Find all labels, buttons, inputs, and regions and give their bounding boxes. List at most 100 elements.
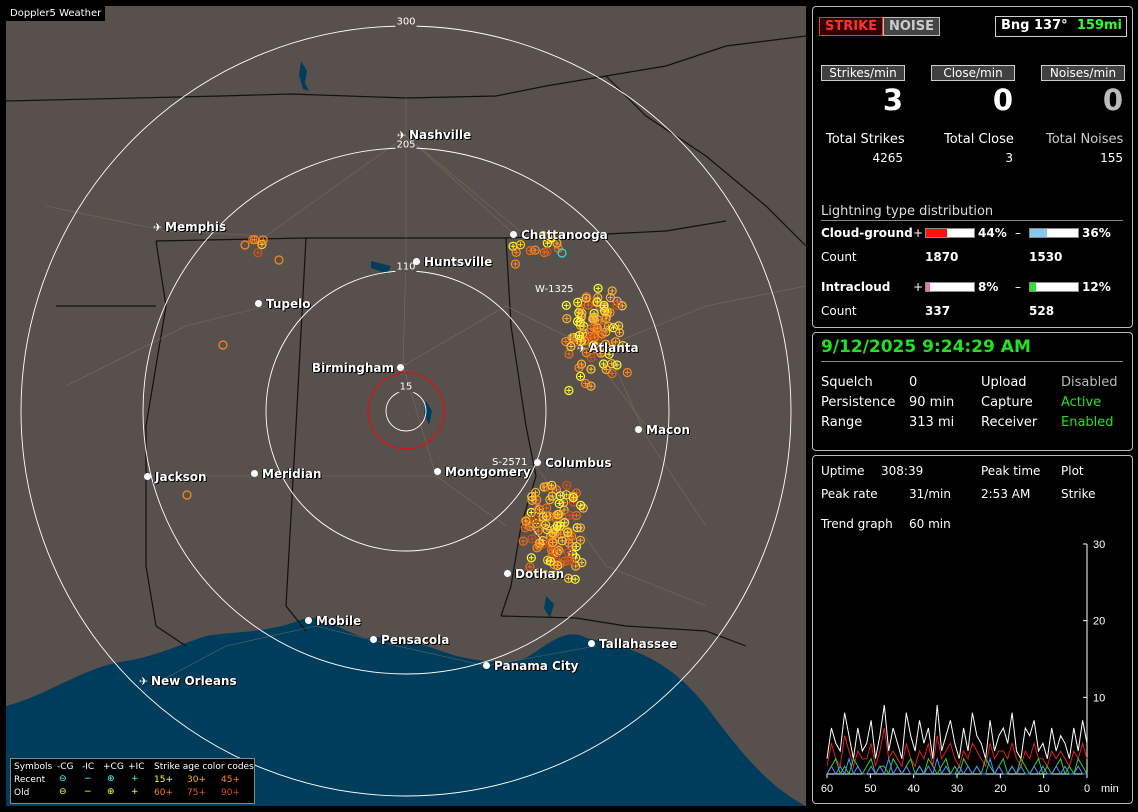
plot-value[interactable]: Strike [1061, 487, 1096, 501]
x-tick-label: 30 [951, 783, 963, 795]
age-code: 75+ [187, 788, 206, 798]
cg-positive-bar [925, 228, 975, 238]
strike-marker [575, 523, 586, 533]
strike-marker [578, 503, 588, 513]
strike-marker-cross [599, 331, 605, 337]
city-label: Nashville [409, 128, 472, 142]
strike-marker-cross [563, 339, 569, 345]
strike-marker-cross [561, 507, 567, 513]
strike-marker-cross [579, 560, 585, 566]
strike-marker-cross [527, 523, 533, 529]
status-value[interactable]: Disabled [1061, 375, 1118, 390]
strike-marker-cross [252, 237, 258, 243]
strike-marker-cross [527, 564, 533, 570]
airport-icon: ✈ [153, 221, 163, 234]
strike-marker-cross [624, 369, 630, 375]
old-pos-cg-icon: ⊕ [107, 787, 115, 797]
strike-marker [576, 500, 586, 510]
airport-icon: ✈ [577, 342, 587, 355]
strike-marker [586, 381, 596, 391]
noises-per-min-value: 0 [1102, 83, 1123, 117]
strike-marker [601, 313, 611, 323]
ic-positive-pct: 8% [978, 280, 999, 294]
strike-marker [274, 255, 284, 265]
close-per-min-value: 0 [992, 83, 1013, 117]
strike-button[interactable]: STRIKE [819, 17, 884, 36]
strike-marker-cross [598, 350, 604, 356]
close-per-min-header[interactable]: Close/min [931, 65, 1015, 81]
strike-marker-cross [607, 295, 613, 301]
strike-marker-cross [565, 557, 571, 563]
strike-marker [568, 493, 578, 503]
strike-marker-cross [559, 538, 565, 544]
strike-marker [563, 555, 574, 566]
strike-marker-cross [529, 536, 535, 542]
strike-marker [541, 481, 552, 492]
x-tick-label: 0 [1084, 783, 1090, 795]
strike-marker [562, 480, 572, 490]
strike-marker-cross [606, 351, 612, 357]
strike-marker-cross [572, 576, 578, 582]
strikes-per-min-value: 3 [882, 83, 903, 117]
strike-marker-cross [563, 302, 569, 308]
strike-marker [568, 549, 578, 560]
strike-marker [253, 248, 263, 258]
status-value[interactable]: Active [1061, 395, 1102, 410]
cg-plus-sign: + [913, 226, 924, 240]
strike-marker [557, 536, 567, 546]
city-label: Chattanooga [521, 228, 608, 242]
plot-label: Plot [1061, 464, 1084, 478]
strike-marker [600, 339, 611, 349]
city-dot-icon [397, 364, 404, 371]
strike-marker [563, 573, 574, 584]
strike-marker-cross [570, 495, 576, 501]
city-label: Tupelo [266, 297, 311, 311]
strike-marker [589, 314, 599, 324]
old-pos-ic-icon: + [131, 787, 139, 797]
city-label: Memphis [165, 220, 226, 234]
status-value[interactable]: Enabled [1061, 415, 1114, 430]
city-dot-icon [483, 662, 490, 669]
lightning-map[interactable]: Doppler5 Weather 300 205 110 15 W-1325 S… [6, 6, 806, 806]
map-legend: Symbols -CG -IC +CG +IC Strike age color… [10, 758, 255, 804]
ic-plus-sign: + [913, 280, 924, 294]
legend-col-ncg: -CG [57, 762, 74, 772]
bearing-box: Bng 137° 159mi [995, 16, 1127, 37]
strike-marker [580, 378, 591, 389]
trend-graph-value: 60 min [909, 517, 951, 531]
strike-marker [521, 516, 531, 526]
strike-marker [532, 543, 542, 553]
strike-marker [611, 337, 621, 347]
strike-marker-cross [588, 354, 594, 360]
strike-marker-cross [522, 525, 528, 531]
strike-marker-cross [595, 285, 601, 291]
y-tick-label: 10 [1093, 692, 1105, 704]
strike-marker-cross [549, 539, 555, 545]
strike-marker-cross [532, 516, 538, 522]
strikes-per-min-header[interactable]: Strikes/min [821, 65, 905, 81]
strike-marker [182, 490, 192, 500]
strike-marker-cross [609, 288, 615, 294]
noise-button[interactable]: NOISE [883, 17, 941, 36]
status-value: 313 mi [909, 415, 955, 430]
airport-icon: ✈ [397, 129, 407, 142]
city-dot-icon [534, 459, 541, 466]
noises-per-min-header[interactable]: Noises/min [1041, 65, 1125, 81]
strike-marker [527, 492, 537, 502]
strike-marker [618, 341, 628, 351]
strike-marker [592, 297, 602, 307]
strike-marker [598, 359, 609, 369]
uptime-label: Uptime [821, 464, 865, 478]
recent-neg-ic-icon: − [84, 774, 92, 784]
strike-marker [575, 336, 585, 347]
strike-marker [577, 557, 587, 568]
legend-col-pcg: +CG [103, 762, 124, 772]
strike-marker [542, 247, 552, 257]
strike-marker [550, 570, 560, 581]
total-close-value: 3 [1005, 151, 1013, 165]
recent-neg-cg-icon: ⊖ [59, 774, 67, 784]
strike-marker-cross [549, 493, 555, 499]
city-label: Columbus [545, 456, 612, 470]
peak-rate-label: Peak rate [821, 487, 878, 501]
strike-marker-cross [535, 528, 541, 534]
